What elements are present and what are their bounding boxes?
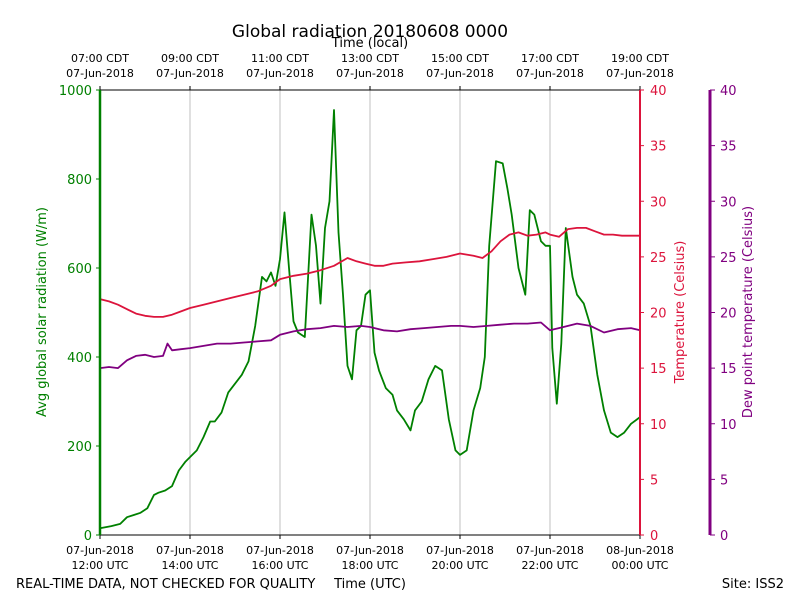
footer-left-note: REAL-TIME DATA, NOT CHECKED FOR QUALITY: [16, 577, 315, 592]
chart-title: Global radiation 20180608 0000: [232, 22, 508, 42]
top-tick-label-date: 07-Jun-2018: [66, 67, 134, 80]
right2-axis-title: Dew point temperature (Celsius): [741, 206, 756, 418]
top-tick-label-time: 19:00 CDT: [611, 52, 669, 65]
left-tick-label: 0: [84, 529, 92, 544]
right2-tick-label: 20: [720, 307, 737, 322]
top-tick-label-time: 11:00 CDT: [251, 52, 309, 65]
x-tick-label-date: 07-Jun-2018: [246, 544, 314, 557]
top-tick-label-date: 07-Jun-2018: [426, 67, 494, 80]
right-tick-label: 0: [650, 529, 658, 544]
right2-tick-label: 15: [720, 362, 737, 377]
top-tick-label-date: 07-Jun-2018: [156, 67, 224, 80]
left-tick-label: 1000: [59, 84, 92, 99]
top-tick-label-time: 15:00 CDT: [431, 52, 489, 65]
right2-tick-label: 5: [720, 473, 728, 488]
x-tick-label-date: 07-Jun-2018: [516, 544, 584, 557]
right-tick-label: 25: [650, 251, 667, 266]
top-axis-label: Time (local): [331, 36, 408, 51]
x-tick-label-date: 07-Jun-2018: [156, 544, 224, 557]
right-tick-label: 30: [650, 195, 667, 210]
x-tick-label-time: 22:00 UTC: [521, 559, 578, 572]
top-tick-label-time: 09:00 CDT: [161, 52, 219, 65]
x-tick-label-time: 20:00 UTC: [431, 559, 488, 572]
x-tick-label-date: 08-Jun-2018: [606, 544, 674, 557]
top-tick-label-time: 17:00 CDT: [521, 52, 579, 65]
right-tick-label: 5: [650, 473, 658, 488]
x-tick-label-time: 18:00 UTC: [341, 559, 398, 572]
left-tick-label: 800: [67, 173, 92, 188]
top-tick-label-date: 07-Jun-2018: [606, 67, 674, 80]
right-tick-label: 20: [650, 307, 667, 322]
top-tick-label-date: 07-Jun-2018: [516, 67, 584, 80]
x-tick-label-date: 07-Jun-2018: [426, 544, 494, 557]
right-tick-label: 15: [650, 362, 667, 377]
top-tick-label-time: 13:00 CDT: [341, 52, 399, 65]
right2-tick-label: 40: [720, 84, 737, 99]
left-tick-label: 200: [67, 440, 92, 455]
left-axis-title: Avg global solar radiation (W/m): [35, 207, 50, 417]
right-tick-label: 40: [650, 84, 667, 99]
x-tick-label-date: 07-Jun-2018: [66, 544, 134, 557]
axes: 07-Jun-2018 12:00 UTC 07-Jun-2018 14:00 UTC…: [59, 52, 737, 572]
grid-lines: [189, 90, 551, 535]
right-axis-title: Temperature (Celsius): [673, 241, 688, 385]
x-tick-label-time: 12:00 UTC: [71, 559, 128, 572]
right2-tick-label: 25: [720, 251, 737, 266]
top-tick-label-date: 07-Jun-2018: [246, 67, 314, 80]
top-tick-label-date: 07-Jun-2018: [336, 67, 404, 80]
right-tick-label: 10: [650, 418, 667, 433]
series-layer: [99, 109, 641, 530]
right2-tick-label: 30: [720, 195, 737, 210]
right-tick-label: 35: [650, 140, 667, 155]
series-line-right: [99, 226, 640, 318]
right2-tick-label: 0: [720, 529, 728, 544]
x-axis-label: Time (UTC): [333, 577, 406, 592]
x-tick-label-time: 00:00 UTC: [611, 559, 668, 572]
left-tick-label: 400: [67, 351, 92, 366]
top-tick-label-time: 07:00 CDT: [71, 52, 129, 65]
series-line-right2: [99, 321, 641, 370]
series-line-left: [99, 109, 641, 530]
footer-site-label: Site: ISS2: [722, 577, 784, 592]
x-tick-label-date: 07-Jun-2018: [336, 544, 404, 557]
x-tick-label-time: 14:00 UTC: [161, 559, 218, 572]
x-tick-label-time: 16:00 UTC: [251, 559, 308, 572]
right2-tick-label: 35: [720, 140, 737, 155]
right2-tick-label: 10: [720, 418, 737, 433]
left-tick-label: 600: [67, 262, 92, 277]
